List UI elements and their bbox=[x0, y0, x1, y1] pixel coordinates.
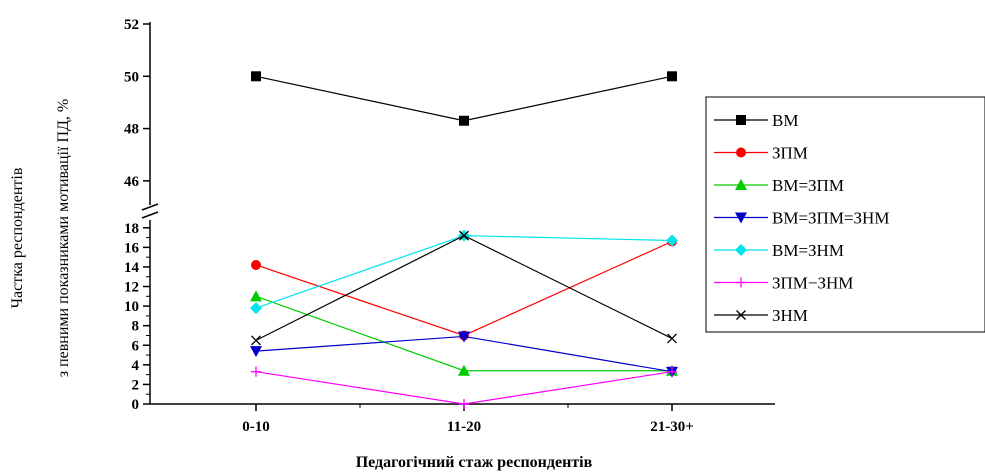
data-point bbox=[251, 259, 261, 270]
legend-item: ВМ=ЗПМ=ЗНМ bbox=[714, 209, 889, 228]
marker-stroke bbox=[251, 335, 261, 346]
data-point bbox=[459, 399, 469, 409]
axis-break-mark bbox=[141, 211, 159, 219]
legend-label: ВМ bbox=[772, 111, 798, 130]
legend-label: ЗПМ bbox=[772, 144, 808, 163]
y-tick-label: 50 bbox=[124, 69, 139, 85]
marker-stroke bbox=[667, 333, 677, 344]
y-tick-label: 10 bbox=[124, 299, 139, 315]
data-point bbox=[667, 366, 677, 377]
legend-item: ЗНМ bbox=[714, 306, 808, 325]
legend-label: ВМ=ЗПМ=ЗНМ bbox=[772, 209, 889, 228]
y-tick-label: 0 bbox=[132, 397, 140, 413]
y-tick-label: 14 bbox=[124, 260, 140, 276]
y-tick-label: 2 bbox=[132, 377, 140, 393]
series-lines bbox=[250, 71, 678, 409]
data-point bbox=[459, 230, 469, 241]
series-line bbox=[255, 235, 673, 309]
legend-item: ЗПМ−ЗНМ bbox=[714, 274, 853, 293]
legend-marker bbox=[736, 277, 746, 288]
legend-item: ВМ=ЗПМ bbox=[714, 176, 844, 195]
y-tick-label: 18 bbox=[124, 221, 139, 237]
data-point bbox=[251, 335, 261, 346]
series-line bbox=[255, 234, 673, 341]
series-1 bbox=[251, 71, 677, 126]
series-line bbox=[255, 75, 673, 122]
data-point bbox=[250, 290, 262, 302]
data-point bbox=[667, 333, 677, 344]
series-line bbox=[255, 240, 673, 337]
y-tick-label: 48 bbox=[124, 122, 139, 138]
legend-label: ВМ=ЗНМ bbox=[772, 241, 844, 260]
x-tick-label: 11-20 bbox=[447, 419, 481, 435]
y-tick-label: 6 bbox=[132, 338, 140, 354]
legend-marker bbox=[735, 179, 747, 190]
data-point bbox=[251, 366, 261, 377]
legend-marker bbox=[736, 310, 746, 320]
y-axis-title-line2: з певними показниками мотивації ПД, % bbox=[55, 99, 72, 377]
legend-marker bbox=[735, 212, 747, 224]
legend-label: ЗНМ bbox=[772, 306, 808, 325]
y-tick-label: 16 bbox=[124, 240, 140, 256]
data-point bbox=[250, 346, 262, 358]
data-point bbox=[459, 115, 469, 126]
marker-stroke bbox=[736, 310, 746, 320]
legend-item: ЗПМ bbox=[714, 144, 808, 163]
legend-label: ВМ=ЗПМ bbox=[772, 176, 844, 195]
series-2 bbox=[251, 236, 677, 341]
series-6 bbox=[251, 366, 677, 409]
legend-item: ВМ bbox=[714, 111, 798, 130]
legend: ВМ ЗПМ ВМ=ЗПМ ВМ=ЗПМ=ЗНМ ВМ=ЗНМ ЗПМ−ЗНМ ЗНМ bbox=[705, 96, 985, 333]
legend-marker bbox=[736, 147, 746, 158]
series-7 bbox=[251, 230, 677, 346]
legend-label: ЗПМ−ЗНМ bbox=[772, 274, 853, 293]
x-tick-label: 21-30+ bbox=[650, 419, 694, 435]
data-point bbox=[250, 302, 262, 315]
marker-stroke bbox=[459, 230, 469, 241]
axis-break-mark bbox=[141, 203, 159, 211]
y-tick-label: 52 bbox=[124, 17, 139, 33]
data-point bbox=[666, 234, 678, 247]
legend-item: ВМ=ЗНМ bbox=[714, 241, 844, 260]
data-point bbox=[458, 331, 470, 343]
y-tick-label: 12 bbox=[124, 280, 139, 296]
series-3 bbox=[250, 290, 678, 376]
data-point bbox=[458, 364, 470, 376]
data-point bbox=[667, 71, 677, 82]
legend-box bbox=[705, 96, 985, 333]
y-tick-label: 8 bbox=[132, 319, 140, 335]
legend-marker bbox=[736, 115, 746, 125]
series-5 bbox=[250, 229, 678, 315]
y-tick-label: 4 bbox=[132, 358, 140, 374]
x-tick-label: 0-10 bbox=[242, 419, 270, 435]
data-point bbox=[251, 71, 261, 82]
legend-marker bbox=[735, 244, 747, 256]
x-axis-title: Педагогічний стаж респондентів bbox=[356, 454, 593, 471]
y-tick-label: 46 bbox=[124, 174, 140, 190]
y-axis-title-line1: Частка респондентів bbox=[9, 167, 26, 308]
